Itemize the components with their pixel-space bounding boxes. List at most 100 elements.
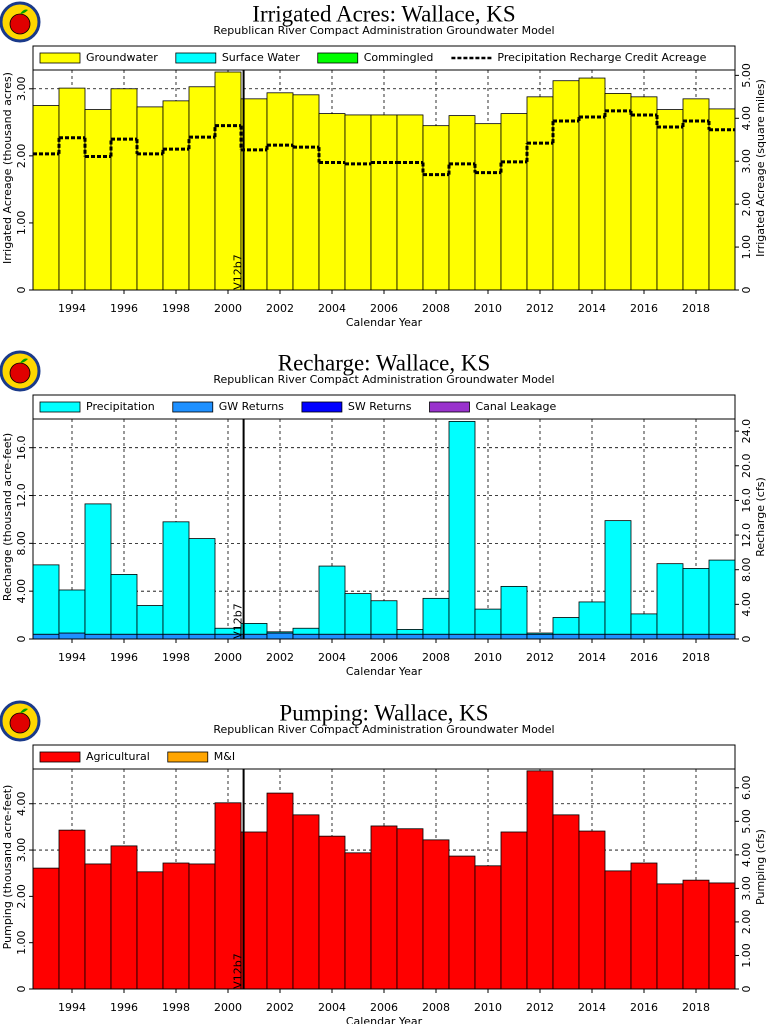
bar: [84, 109, 112, 291]
y2-tick-label: 3.00: [740, 876, 753, 901]
bar: [474, 123, 502, 291]
x-tick-label: 1996: [110, 1001, 138, 1014]
y2-axis-label: Irrigated Acreage (square miles): [754, 79, 767, 257]
bar: [604, 520, 632, 635]
legend-swatch: [175, 52, 217, 64]
y-tick-label: 2.00: [15, 144, 28, 169]
legend-swatch: [429, 401, 470, 413]
y2-tick-label: 4.00: [740, 592, 753, 617]
chart-title: Pumping: Wallace, KS: [279, 700, 488, 725]
bar: [32, 867, 60, 990]
bar: [396, 114, 424, 291]
y-tick-label: 0: [15, 636, 28, 643]
y-tick-label: 8.00: [15, 531, 28, 556]
bar: [110, 633, 138, 640]
bar: [656, 633, 684, 640]
bar: [396, 828, 424, 990]
y-tick-label: 3.00: [15, 838, 28, 863]
y2-tick-label: 1.00: [740, 943, 753, 968]
bar: [188, 863, 216, 990]
bar: [136, 605, 164, 635]
legend-label: M&I: [214, 750, 235, 763]
x-tick-label: 2012: [526, 302, 554, 315]
bar: [656, 109, 684, 291]
bar: [578, 601, 606, 635]
annotation-label: V12b7: [232, 603, 245, 639]
y-tick-label: 0: [15, 287, 28, 294]
bar: [708, 108, 736, 291]
bar: [344, 852, 372, 990]
x-tick-label: 1998: [162, 651, 190, 664]
bar: [682, 98, 710, 291]
x-tick-label: 1996: [110, 302, 138, 315]
bar: [214, 71, 242, 291]
legend-label: Precipitation: [86, 400, 155, 413]
legend-swatch: [301, 401, 343, 413]
bar: [474, 608, 502, 635]
chart-subtitle: Republican River Compact Administration …: [213, 723, 554, 736]
plot-frame: [32, 394, 736, 640]
x-tick-label: 2000: [214, 1001, 242, 1014]
bar: [344, 633, 372, 640]
bar: [240, 623, 268, 635]
bar: [344, 114, 372, 291]
bar: [708, 633, 736, 640]
x-tick-label: 2004: [318, 651, 346, 664]
y-tick-label: 12.0: [15, 483, 28, 508]
legend-label: GW Returns: [219, 400, 284, 413]
x-tick-label: 2002: [266, 1001, 294, 1014]
y2-tick-label: 12.0: [740, 523, 753, 548]
logo-apple: [9, 362, 31, 384]
bar: [318, 113, 346, 291]
legend-swatch: [39, 401, 81, 413]
x-tick-label: 2018: [682, 651, 710, 664]
x-tick-label: 2006: [370, 651, 398, 664]
x-axis-label: Calendar Year: [346, 665, 423, 678]
bar: [630, 96, 658, 291]
y2-tick-label: 5.00: [740, 809, 753, 834]
y-tick-label: 4.00: [15, 791, 28, 816]
y2-tick-label: 24.0: [740, 419, 753, 444]
bar: [526, 632, 554, 635]
y2-tick-label: 2.00: [740, 910, 753, 935]
bar: [526, 633, 554, 640]
y-tick-label: 4.00: [15, 579, 28, 604]
x-axis-label: Calendar Year: [346, 316, 423, 329]
x-tick-label: 2002: [266, 651, 294, 664]
y2-tick-label: 16.0: [740, 488, 753, 513]
x-tick-label: 2008: [422, 302, 450, 315]
legend-label: Surface Water: [222, 51, 300, 64]
legend-swatch: [39, 52, 81, 64]
bar: [422, 633, 450, 640]
bar: [136, 106, 164, 291]
x-tick-label: 2016: [630, 651, 658, 664]
x-tick-label: 2004: [318, 1001, 346, 1014]
x-tick-label: 2008: [422, 1001, 450, 1014]
legend-swatch: [172, 401, 214, 413]
x-axis-label: Calendar Year: [346, 1015, 423, 1024]
bar: [136, 871, 164, 990]
bar: [84, 503, 112, 635]
bar: [214, 802, 242, 990]
annotation-label: V12b7: [232, 254, 245, 290]
bar: [578, 830, 606, 990]
bar: [370, 600, 398, 635]
y-tick-label: 2.00: [15, 884, 28, 909]
x-tick-label: 1998: [162, 302, 190, 315]
bar: [526, 770, 554, 990]
bar: [422, 597, 450, 635]
y-tick-label: 1.00: [15, 930, 28, 955]
y2-axis-label: Pumping (cfs): [754, 829, 767, 905]
x-tick-label: 1994: [58, 1001, 86, 1014]
x-tick-label: 2014: [578, 651, 606, 664]
bar: [578, 633, 606, 640]
bar: [318, 565, 346, 635]
bar: [682, 568, 710, 635]
bar: [292, 627, 320, 635]
logo-leaf: [20, 9, 28, 14]
legend-swatch: [317, 52, 359, 64]
x-tick-label: 2012: [526, 1001, 554, 1014]
bar: [240, 98, 268, 291]
